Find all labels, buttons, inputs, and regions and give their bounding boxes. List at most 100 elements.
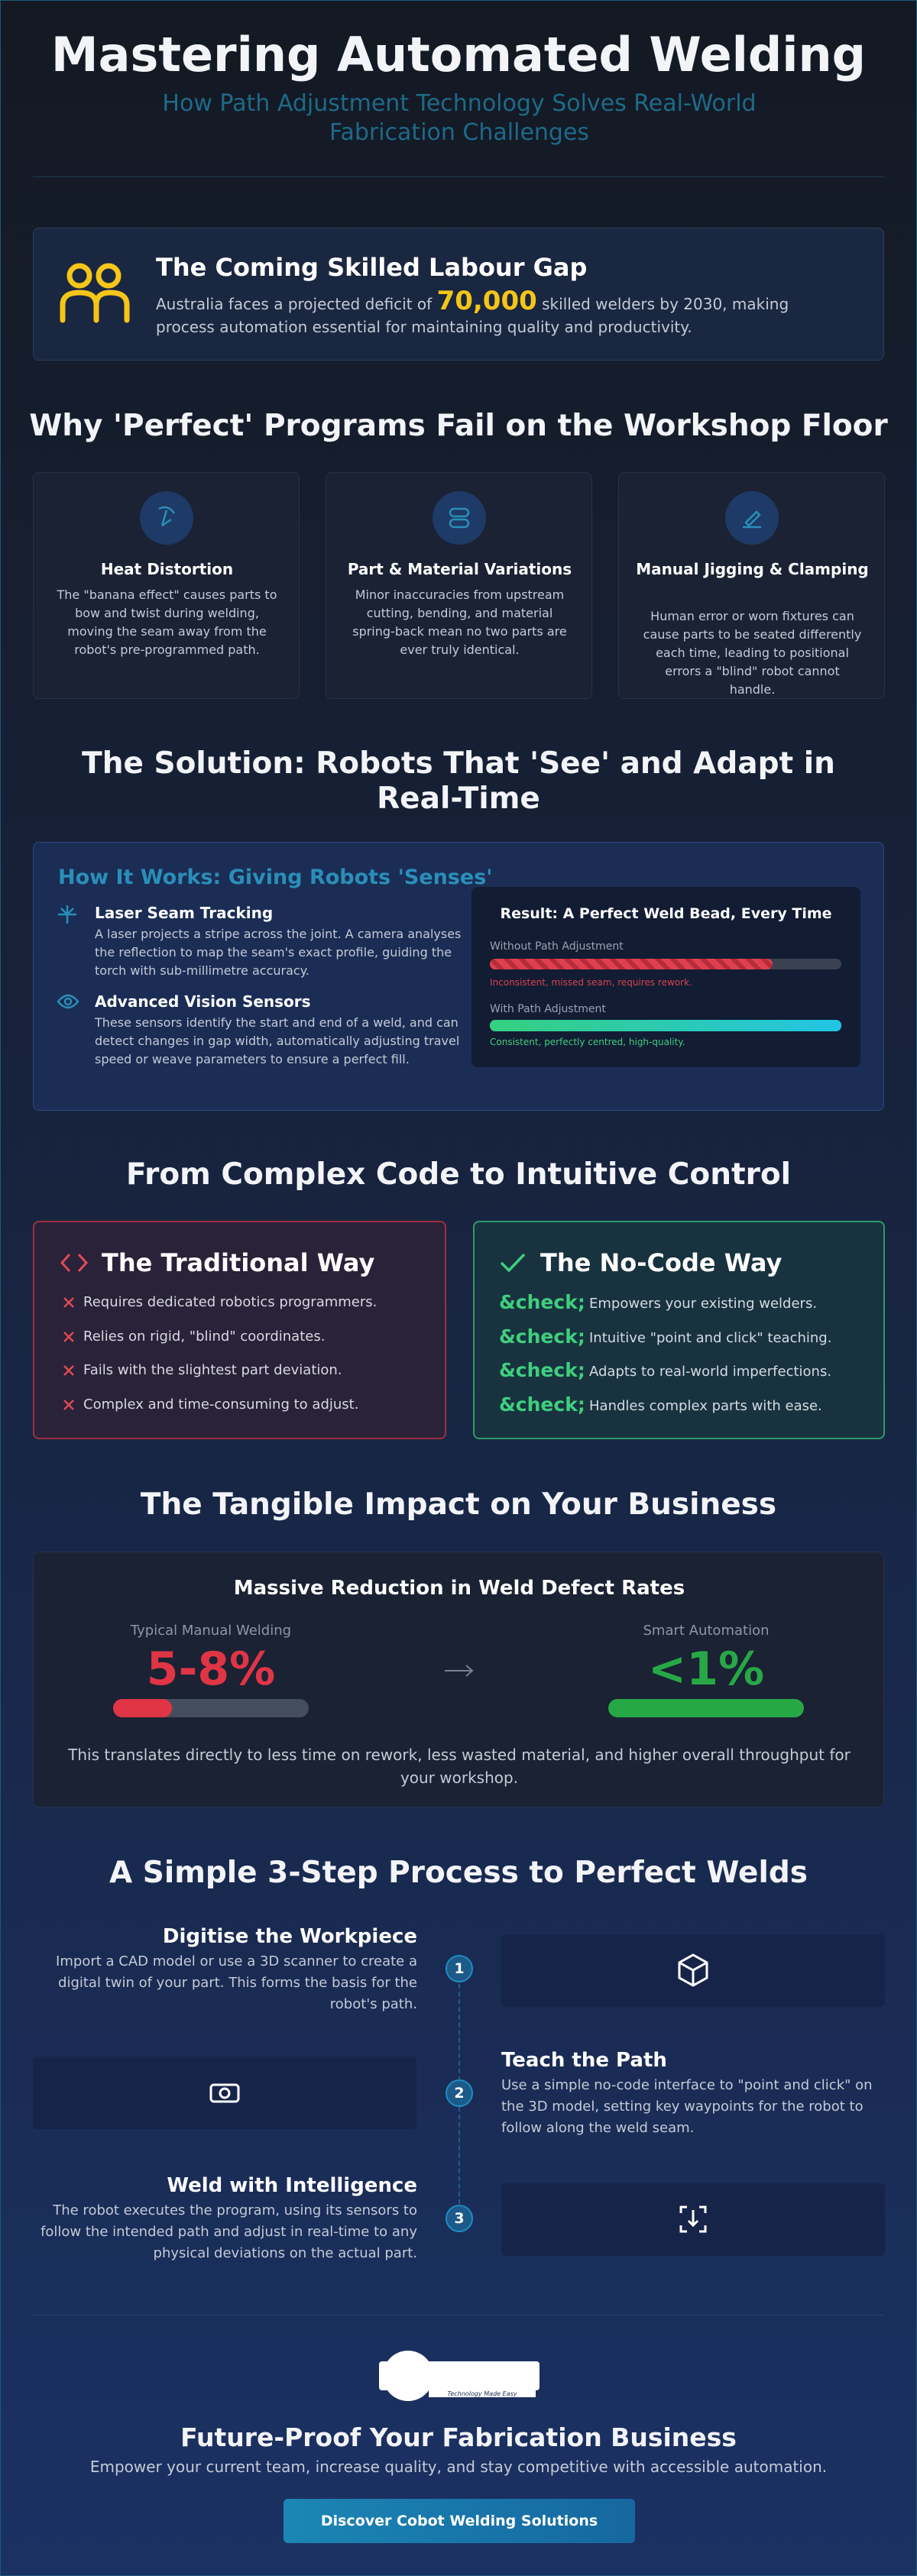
title: Mastering Automated Welding <box>50 27 867 83</box>
bar-fill <box>608 1699 804 1717</box>
cross <box>63 1365 74 1376</box>
card-title: Manual Jigging & Clamping <box>636 560 869 578</box>
result-title: Result: A Perfect Weld Bead, Every Time <box>500 905 832 922</box>
step-text: Import a CAD model or use a 3D scanner t… <box>56 1953 417 2012</box>
section-heading: The Tangible Impact on Your Business <box>140 1487 777 1522</box>
card-text: Human error or worn fixtures can cause p… <box>643 609 862 697</box>
stat-value: 5-8% <box>146 1642 276 1696</box>
solution-panel: How It Works: Giving Robots 'Senses' Las… <box>33 842 884 1111</box>
bar-fill <box>490 1020 841 1031</box>
card-text: The "banana effect" causes parts to bow … <box>57 587 277 657</box>
step-icon <box>679 2205 707 2233</box>
step-icon <box>209 2083 240 2103</box>
bar-fill <box>490 959 773 969</box>
traditional-card: The Traditional Way Requires dedicated r… <box>33 1221 446 1439</box>
stat-label: Typical Manual Welding <box>130 1623 292 1639</box>
card-title: Part & Material Variations <box>347 560 572 578</box>
stat-label: Smart Automation <box>643 1623 770 1639</box>
list-item: Empowers your existing welders. <box>589 1296 818 1312</box>
problem-card: Part & Material Variations Minor inaccura… <box>326 472 592 699</box>
check-icon <box>500 1253 526 1273</box>
list-item: Fails with the slightest part deviation. <box>83 1362 342 1378</box>
step-number: 3 <box>446 2205 473 2232</box>
highlight-number: 70,000 <box>436 286 537 316</box>
feature-text: These sensors identify the start and end… <box>95 1015 460 1066</box>
list-item: Requires dedicated robotics programmers. <box>83 1294 377 1310</box>
icon-circle <box>140 491 193 545</box>
how-title: How It Works: Giving Robots 'Senses' <box>58 866 493 889</box>
step-visual <box>501 2183 885 2256</box>
bar-note: Consistent, perfectly centred, high-qual… <box>490 1037 685 1047</box>
problem-icon <box>449 507 470 529</box>
logo-tagline: Technology Made Easy <box>429 2390 536 2397</box>
step-text: Use a simple no-code interface to "point… <box>501 2077 873 2136</box>
card-text: Minor inaccuracies from upstream cutting… <box>352 587 567 657</box>
divider <box>33 176 884 177</box>
cross <box>63 1297 74 1308</box>
text: skilled welders by 2030, making process … <box>156 295 789 336</box>
icon-circle <box>433 491 486 545</box>
step-title: Weld with Intelligence <box>167 2174 417 2197</box>
labour-gap-text: Australia faces a projected deficit of 7… <box>156 288 851 338</box>
section-heading: The Solution: Robots That 'See' and Adap… <box>82 746 835 816</box>
list-item: Relies on rigid, "blind" coordinates. <box>83 1328 326 1345</box>
stat-value: <1% <box>647 1642 765 1696</box>
card-title: Massive Reduction in Weld Defect Rates <box>233 1577 685 1600</box>
impact-note: This translates directly to less time on… <box>68 1746 851 1787</box>
section-heading: From Complex Code to Intuitive Control <box>125 1157 792 1192</box>
labour-gap-title: The Coming Skilled Labour Gap <box>156 253 588 282</box>
laser-icon <box>58 905 76 924</box>
cross-icon <box>62 1398 77 1413</box>
check-marker: &check; <box>499 1325 585 1348</box>
nocode-card: The No-Code Way &check; Empowers your exi… <box>473 1221 885 1439</box>
impact-card: Massive Reduction in Weld Defect Rates T… <box>33 1552 884 1807</box>
feature-title: Laser Seam Tracking <box>95 904 274 922</box>
list-item: Handles complex parts with ease. <box>589 1397 822 1414</box>
card-title: Heat Distortion <box>100 560 234 578</box>
labour-gap-card: The Coming Skilled Labour Gap Australia … <box>33 228 884 361</box>
footer-text: Empower your current team, increase qual… <box>89 2458 828 2476</box>
check-marker: &check; <box>499 1359 585 1381</box>
cross <box>63 1331 74 1342</box>
step-visual <box>33 2057 416 2129</box>
problem-card: Manual Jigging & Clamping Human error or … <box>618 472 885 699</box>
card-title: The No-Code Way <box>540 1248 783 1277</box>
problem-icon <box>158 506 176 527</box>
feature-title: Advanced Vision Sensors <box>95 992 311 1011</box>
list-item: Complex and time-consuming to adjust. <box>83 1396 359 1413</box>
check-marker: &check; <box>499 1291 585 1313</box>
card-title: The Traditional Way <box>102 1248 375 1277</box>
arrow-icon <box>445 1665 474 1677</box>
feature-text: A laser projects a stripe across the joi… <box>95 927 462 978</box>
section-heading: Why 'Perfect' Programs Fail on the Works… <box>29 409 888 443</box>
people-icon <box>60 263 130 323</box>
list-item: Intuitive "point and click" teaching. <box>589 1329 832 1346</box>
cta-button[interactable]: Discover Cobot Welding Solutions <box>284 2499 635 2543</box>
code-icon <box>60 1253 89 1273</box>
check-marker: &check; <box>499 1393 585 1416</box>
subtitle: How Path Adjustment Technology Solves Re… <box>162 90 757 146</box>
problem-card: Heat Distortion The "banana effect" cause… <box>33 472 300 699</box>
step-visual <box>501 1934 885 2007</box>
bar-fill <box>113 1699 172 1717</box>
cross-icon <box>62 1364 77 1379</box>
bar-note: Inconsistent, missed seam, requires rewo… <box>490 977 692 988</box>
section-heading: A Simple 3-Step Process to Perfect Welds <box>109 1856 808 1890</box>
footer-title: Future-Proof Your Fabrication Business <box>180 2422 737 2452</box>
cross-icon <box>62 1296 77 1311</box>
step-title: Digitise the Workpiece <box>162 1925 417 1948</box>
cross-icon <box>62 1330 77 1345</box>
icon-circle <box>725 491 779 545</box>
step-number: 2 <box>446 2079 473 2107</box>
problem-icon <box>743 510 761 529</box>
list-item: Adapts to real-world imperfections. <box>589 1364 832 1380</box>
bar-label: Without Path Adjustment <box>490 940 624 953</box>
step-icon <box>678 1953 708 1987</box>
text: Australia faces a projected deficit of <box>156 295 433 313</box>
logo-mark <box>383 2351 433 2401</box>
step-number: 1 <box>446 1955 473 1982</box>
step-text: The robot executes the program, using it… <box>41 2202 417 2261</box>
cross <box>63 1399 74 1410</box>
result-box: Result: A Perfect Weld Bead, Every Time … <box>471 887 860 1067</box>
